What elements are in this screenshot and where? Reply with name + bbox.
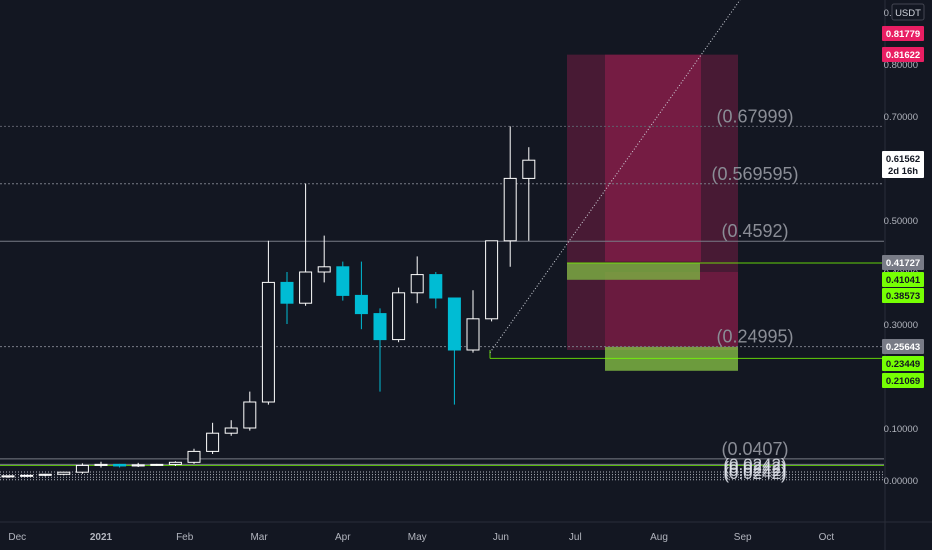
candle-body[interactable] (354, 294, 368, 315)
y-tick-label: 0.70000 (884, 112, 918, 123)
y-tick-label: 0.10000 (884, 424, 918, 435)
price-tag (882, 47, 924, 62)
candle-body[interactable] (373, 313, 387, 341)
currency-label: USDT (895, 8, 921, 19)
price-tag (882, 339, 924, 354)
x-tick-label: Dec (8, 532, 26, 543)
candle-body[interactable] (392, 292, 406, 341)
price-tag-label: 0.81779 (886, 29, 920, 40)
candle-body[interactable] (150, 463, 164, 466)
price-tag (882, 255, 924, 270)
candle-body[interactable] (336, 266, 350, 296)
candle-body[interactable] (522, 159, 536, 179)
price-tag-label: 0.41727 (886, 258, 920, 269)
price-tag (882, 288, 924, 303)
candle-body[interactable] (243, 401, 257, 429)
x-tick-label: Mar (250, 532, 268, 543)
candle-body[interactable] (410, 274, 424, 294)
price-tag-label: 0.25643 (886, 342, 920, 353)
trend-line (489, 0, 741, 353)
y-tick-label: 0.00000 (884, 476, 918, 487)
x-tick-label: Feb (176, 532, 194, 543)
zone-mid (605, 272, 738, 350)
price-tag-label: 0.23449 (886, 359, 920, 370)
candle-body[interactable] (187, 450, 201, 463)
candle-body[interactable] (299, 271, 313, 304)
target-zone (605, 346, 738, 371)
candle-body[interactable] (57, 471, 71, 475)
y-tick-label: 0.80000 (884, 60, 918, 71)
price-tag-label: 0.61562 (886, 154, 920, 165)
y-tick-label: 0.50000 (884, 216, 918, 227)
x-tick-label: Oct (819, 532, 835, 543)
zone-stop-inner (605, 54, 701, 262)
price-tag-label: 0.81622 (886, 50, 920, 61)
candle-body[interactable] (466, 318, 480, 351)
candle-body[interactable] (224, 427, 238, 434)
candle-body[interactable] (429, 274, 443, 299)
candle-body[interactable] (503, 177, 517, 242)
candle-body[interactable] (261, 281, 275, 403)
price-tag-label: 2d 16h (888, 166, 918, 177)
price-tag (882, 151, 924, 166)
fib-level-label: (0.4592) (721, 221, 788, 241)
fib-level-label: (0.569595) (711, 164, 798, 184)
x-tick-label: Jul (569, 532, 582, 543)
candle-body[interactable] (485, 240, 499, 320)
x-tick-label: 2021 (90, 532, 113, 543)
x-tick-label: May (408, 532, 427, 543)
candle-body[interactable] (113, 463, 127, 467)
price-tag (882, 356, 924, 371)
x-tick-label: Apr (335, 532, 351, 543)
fib-level-label: (0.67999) (716, 106, 793, 126)
candle-body[interactable] (317, 266, 331, 273)
price-tag-label: 0.41041 (886, 275, 921, 286)
price-tag (882, 26, 924, 41)
price-tag-label: 0.38573 (886, 291, 920, 302)
price-tag (882, 373, 924, 388)
candle-body[interactable] (447, 297, 461, 351)
candle-body[interactable] (280, 281, 294, 304)
x-tick-label: Jun (493, 532, 509, 543)
candle-body[interactable] (131, 464, 145, 467)
candle-body[interactable] (1, 475, 15, 478)
fib-level-label: (0.0242) (723, 464, 786, 483)
candle-body[interactable] (20, 474, 34, 477)
fib-level-label: (0.0242) (723, 455, 786, 474)
fib-level-label: (0.0242) (723, 461, 786, 480)
currency-box (891, 3, 925, 21)
entry-zone (567, 263, 700, 280)
candle-body[interactable] (75, 464, 89, 473)
x-tick-label: Sep (734, 532, 752, 543)
price-tag (882, 272, 924, 287)
price-tag (882, 163, 924, 178)
y-tick-label: 0.30000 (884, 320, 918, 331)
candle-body[interactable] (38, 473, 52, 476)
fib-level-label: (0.0407) (721, 439, 788, 459)
x-tick-label: Aug (650, 532, 668, 543)
fib-level-label: (0.0242) (723, 458, 786, 477)
zone-outer (567, 54, 738, 350)
price-tag-label: 0.21069 (886, 376, 920, 387)
candle-body[interactable] (206, 432, 220, 452)
fib-level-label: (0.24995) (716, 327, 793, 347)
candle-body[interactable] (94, 463, 108, 466)
candle-body[interactable] (168, 461, 182, 465)
